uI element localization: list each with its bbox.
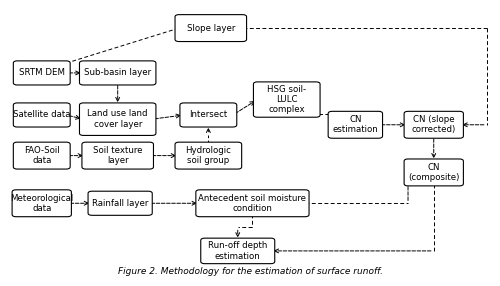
Text: CN
estimation: CN estimation bbox=[332, 115, 378, 134]
FancyBboxPatch shape bbox=[14, 103, 70, 127]
FancyBboxPatch shape bbox=[82, 142, 154, 169]
FancyBboxPatch shape bbox=[175, 142, 242, 169]
Text: Satellite data: Satellite data bbox=[13, 110, 70, 120]
FancyBboxPatch shape bbox=[80, 103, 156, 136]
Text: Sub-basin layer: Sub-basin layer bbox=[84, 68, 152, 78]
FancyBboxPatch shape bbox=[175, 15, 246, 41]
Text: CN (slope
corrected): CN (slope corrected) bbox=[412, 115, 456, 134]
Text: Figure 2. Methodology for the estimation of surface runoff.: Figure 2. Methodology for the estimation… bbox=[118, 267, 382, 277]
FancyBboxPatch shape bbox=[14, 142, 70, 169]
Text: FAO-Soil
data: FAO-Soil data bbox=[24, 146, 60, 165]
Text: Slope layer: Slope layer bbox=[186, 23, 235, 33]
Text: Meteorological
data: Meteorological data bbox=[10, 194, 74, 213]
FancyBboxPatch shape bbox=[14, 61, 70, 85]
FancyBboxPatch shape bbox=[201, 238, 274, 264]
Text: Intersect: Intersect bbox=[189, 110, 228, 120]
FancyBboxPatch shape bbox=[328, 111, 382, 138]
FancyBboxPatch shape bbox=[254, 82, 320, 117]
Text: Land use land
cover layer: Land use land cover layer bbox=[88, 110, 148, 129]
Text: Hydrologic
soil group: Hydrologic soil group bbox=[186, 146, 232, 165]
FancyBboxPatch shape bbox=[196, 190, 309, 217]
Text: CN
(composite): CN (composite) bbox=[408, 163, 460, 182]
FancyBboxPatch shape bbox=[404, 159, 464, 186]
FancyBboxPatch shape bbox=[180, 103, 237, 127]
FancyBboxPatch shape bbox=[80, 61, 156, 85]
Text: Antecedent soil moisture
condition: Antecedent soil moisture condition bbox=[198, 194, 306, 213]
Text: Run-off depth
estimation: Run-off depth estimation bbox=[208, 241, 268, 261]
FancyBboxPatch shape bbox=[12, 190, 72, 217]
Text: HSG soil-
LULC
complex: HSG soil- LULC complex bbox=[267, 85, 306, 114]
Text: SRTM DEM: SRTM DEM bbox=[19, 68, 65, 78]
FancyBboxPatch shape bbox=[404, 111, 464, 138]
Text: Rainfall layer: Rainfall layer bbox=[92, 199, 148, 208]
FancyBboxPatch shape bbox=[88, 191, 152, 215]
Text: Soil texture
layer: Soil texture layer bbox=[93, 146, 142, 165]
